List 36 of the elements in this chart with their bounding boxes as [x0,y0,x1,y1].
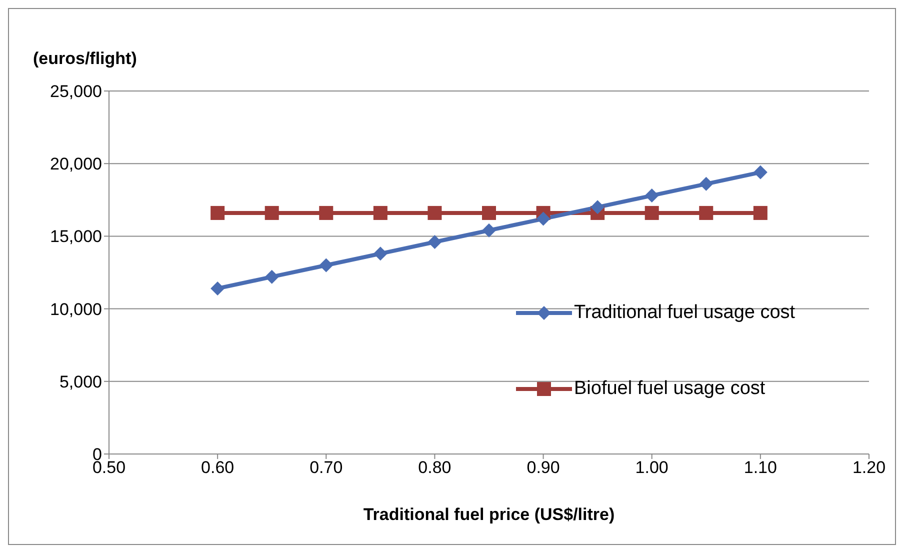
x-axis-title: Traditional fuel price (US$/litre) [363,505,615,524]
point [590,200,605,214]
y-axis-title: (euros/flight) [33,49,137,69]
point [699,206,714,220]
x-tick-label: 0.80 [418,458,452,478]
x-tick-label: 1.00 [635,458,668,478]
point [753,165,768,180]
point [373,246,388,261]
y-tick-label: 10,000 [50,300,102,319]
point [373,206,388,220]
point [428,206,442,220]
point [319,258,334,272]
point [536,212,550,226]
point [319,206,334,220]
point [210,206,225,220]
legend-label: Traditional fuel usage cost [574,302,796,324]
y-tick-label: 5,000 [59,372,102,392]
y-tick-label: 20,000 [50,154,102,174]
y-tick-label: 15,000 [50,227,102,246]
point [264,206,279,220]
point [482,206,496,220]
point [699,176,714,191]
point [644,188,659,203]
x-tick-label: 0.70 [310,458,343,478]
point [482,223,496,238]
point [644,206,659,220]
point [264,270,279,284]
point [753,206,768,220]
legend-label: Biofuel fuel usage cost [574,378,766,400]
x-tick-label: 0.60 [201,458,234,478]
x-tick-label: 1.20 [852,458,886,478]
point [210,281,225,296]
point [428,235,442,250]
x-tick-label: 1.10 [744,458,777,478]
x-tick-label: 0.90 [526,458,560,478]
y-tick-label: 25,000 [50,82,102,102]
